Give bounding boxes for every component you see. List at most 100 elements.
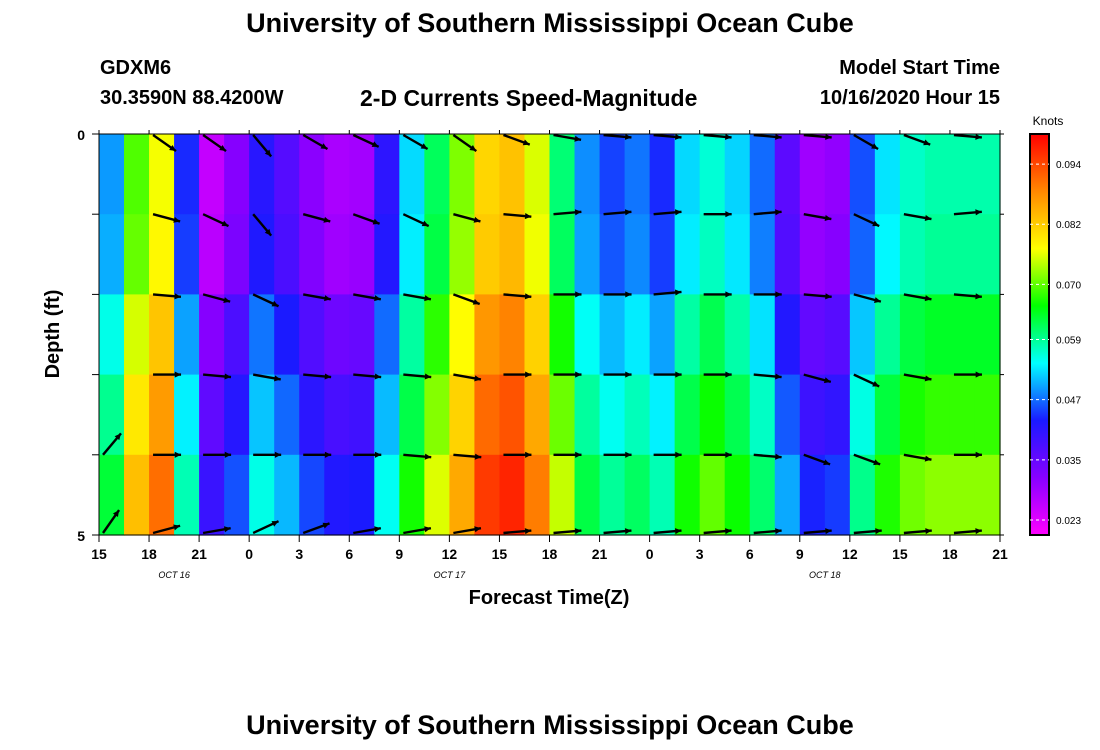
heatmap-cell — [399, 214, 425, 295]
vector-head — [725, 133, 732, 140]
chart-subtitle: 2-D Currents Speed-Magnitude — [360, 85, 698, 111]
heatmap-cell — [224, 294, 250, 376]
current-vector — [803, 528, 832, 535]
heatmap-cell — [574, 374, 601, 456]
current-vector — [152, 293, 182, 300]
heatmap-cells — [99, 134, 1001, 536]
vector-head — [524, 528, 532, 535]
vector-head — [264, 228, 272, 236]
current-vector — [903, 373, 932, 382]
vector-head — [924, 214, 932, 221]
vector-head — [775, 291, 782, 298]
heatmap-cell — [449, 214, 476, 295]
current-vector — [803, 133, 832, 140]
heatmap-cell — [249, 214, 275, 295]
heatmap-cell — [424, 374, 450, 456]
heatmap-cell — [174, 294, 200, 376]
vector-head — [624, 133, 632, 140]
heatmap-cell — [949, 374, 976, 456]
current-vector — [252, 520, 280, 535]
vector-head — [975, 133, 982, 140]
vector-head — [324, 373, 332, 380]
heatmap-cell — [949, 214, 976, 295]
current-vector — [302, 213, 331, 223]
vector-head — [824, 214, 832, 221]
heatmap-cell — [149, 454, 175, 536]
heatmap-cell — [99, 454, 125, 536]
vector-head — [219, 144, 227, 152]
heatmap-cell — [124, 374, 150, 456]
heatmap-cell — [749, 374, 776, 456]
vector-head — [825, 528, 832, 535]
vector-head — [975, 528, 982, 535]
heatmap-cell — [949, 294, 976, 376]
heatmap-cell — [674, 374, 701, 456]
heatmap-cell — [849, 134, 876, 215]
current-vector — [903, 133, 931, 146]
current-vector — [353, 293, 382, 302]
heatmap-cell — [824, 454, 851, 536]
heatmap-cell — [99, 134, 125, 215]
station-location: 30.3590N 88.4200W — [100, 87, 284, 109]
current-vector — [553, 528, 582, 535]
x-tick-label: 9 — [395, 546, 403, 562]
heatmap-cell — [774, 294, 801, 376]
current-vector — [353, 526, 382, 535]
heatmap-cell — [449, 454, 476, 536]
current-vector — [703, 528, 732, 535]
heatmap-cell — [399, 374, 425, 456]
heatmap-cell — [324, 374, 350, 456]
current-vector — [853, 213, 880, 228]
heatmap-cell — [874, 134, 901, 215]
heatmap-cell — [274, 454, 300, 536]
current-vector — [302, 133, 329, 151]
x-tick-label: 6 — [345, 546, 353, 562]
heatmap-cell — [424, 214, 450, 295]
heatmap-cell — [924, 214, 951, 295]
vector-head — [575, 291, 582, 298]
current-vector — [453, 526, 482, 535]
heatmap-cell — [474, 214, 501, 295]
heatmap-cell — [499, 374, 526, 456]
vector-head — [472, 298, 480, 305]
vector-head — [474, 375, 481, 382]
heatmap-cell — [374, 294, 400, 376]
footer-title: University of Southern Mississippi Ocean… — [246, 710, 854, 740]
vector-head — [725, 211, 732, 218]
heatmap-cell — [949, 134, 976, 215]
vector-head — [725, 291, 732, 298]
x-tick-label: 21 — [191, 546, 207, 562]
vector-head — [675, 371, 682, 378]
current-vector — [753, 291, 782, 298]
vector-head — [274, 451, 282, 458]
heatmap-cell — [99, 294, 125, 376]
vector-head — [674, 528, 682, 535]
heatmap-cell — [524, 454, 551, 536]
vector-head — [421, 220, 429, 227]
current-vector — [803, 213, 832, 221]
vector-head — [823, 377, 831, 384]
vector-head — [223, 526, 231, 533]
current-vector — [703, 133, 732, 140]
heatmap-cell — [849, 294, 876, 376]
vector-head — [625, 291, 632, 298]
current-vector — [953, 451, 982, 458]
current-vector — [903, 528, 932, 535]
colorbar-tick-label: 0.047 — [1056, 396, 1081, 407]
heatmap-cell — [424, 134, 450, 215]
heatmap-cell — [799, 374, 826, 456]
heatmap-cell — [774, 374, 801, 456]
heatmap-cell — [274, 294, 300, 376]
heatmap-cell — [349, 134, 375, 215]
vector-head — [524, 213, 532, 220]
heatmap-cell — [524, 294, 551, 376]
heatmap-cell — [724, 454, 751, 536]
vector-head — [374, 373, 382, 380]
vector-head — [424, 526, 431, 533]
heatmap-cell — [324, 454, 350, 536]
heatmap-cell — [624, 214, 651, 295]
heatmap-cell — [424, 454, 450, 536]
colorbar-tick-label: 0.035 — [1056, 456, 1081, 467]
